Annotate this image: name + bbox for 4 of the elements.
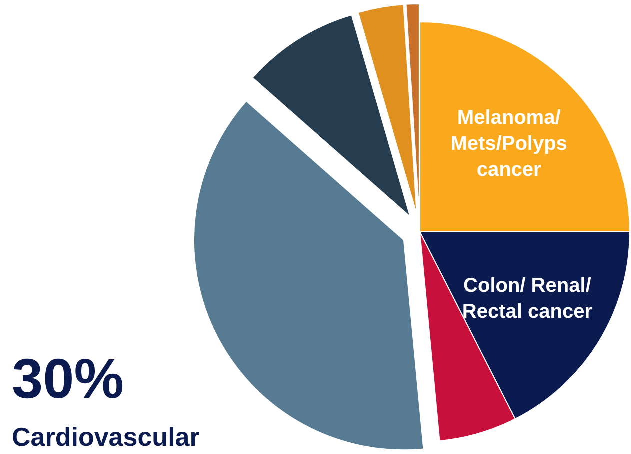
slice-label: Melanoma/ Mets/Polyps cancer [450, 106, 568, 181]
text: 30% [12, 347, 124, 410]
text: Cardiovascular [12, 422, 200, 452]
slice-label: Colon/ Renal/ Rectal cancer [462, 274, 593, 323]
